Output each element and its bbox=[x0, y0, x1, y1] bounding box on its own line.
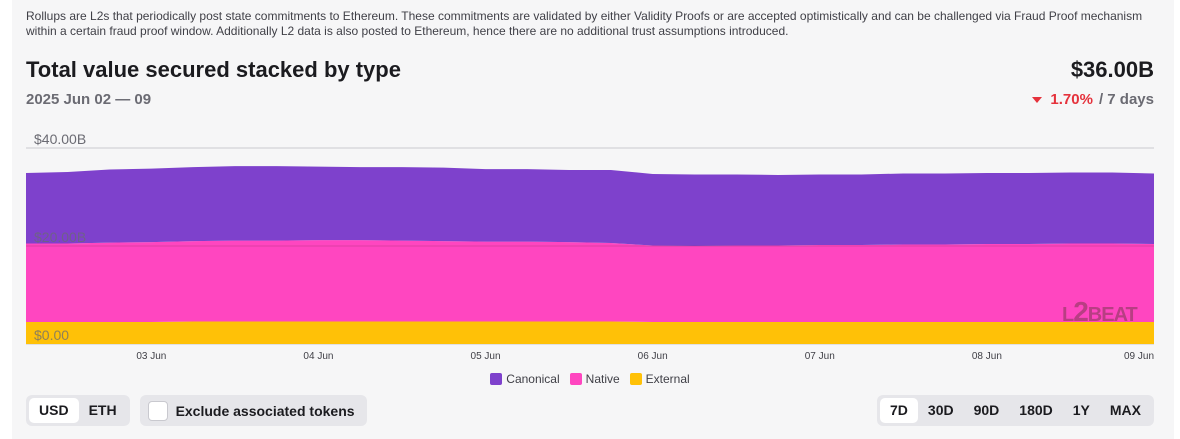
legend-item-external[interactable]: External bbox=[629, 372, 690, 386]
range-7d-button[interactable]: 7D bbox=[880, 398, 918, 423]
range-180d-button[interactable]: 180D bbox=[1019, 402, 1053, 418]
x-tick-label: 09 Jun bbox=[1124, 351, 1154, 362]
canonical-swatch bbox=[490, 373, 503, 385]
chart-options: USD ETH Exclude associated tokens bbox=[26, 395, 367, 426]
legend-label: External bbox=[645, 372, 690, 386]
y-tick-label: $20.00B bbox=[34, 229, 86, 245]
date-range: 2025 Jun 02 — 09 bbox=[26, 91, 152, 108]
y-tick-label: $0.00 bbox=[34, 327, 69, 343]
range-max-button[interactable]: MAX bbox=[1109, 402, 1141, 418]
legend-item-canonical[interactable]: Canonical bbox=[490, 372, 560, 386]
change-indicator: 1.70% / 7 days bbox=[1032, 91, 1154, 108]
currency-eth-button[interactable]: ETH bbox=[88, 402, 117, 418]
exclude-tokens-label: Exclude associated tokens bbox=[175, 402, 355, 419]
chart-legend: Canonical Native External bbox=[0, 372, 1180, 386]
rollups-description: Rollups are L2s that periodically post s… bbox=[26, 9, 1143, 38]
exclude-tokens-toggle[interactable]: Exclude associated tokens bbox=[139, 395, 367, 426]
triangle-down-icon bbox=[1032, 96, 1043, 103]
exclude-tokens-checkbox[interactable] bbox=[147, 400, 168, 421]
chart-title: Total value secured stacked by type bbox=[26, 57, 401, 82]
currency-switch: USD ETH bbox=[26, 395, 130, 426]
x-tick-label: 06 Jun bbox=[638, 351, 668, 362]
native-swatch bbox=[569, 373, 582, 385]
area-canonical[interactable] bbox=[26, 166, 1154, 246]
stacked-area-chart[interactable]: $0.00 $20.00B $40.00B 03 Jun 04 Jun 05 Jun 06… bbox=[0, 120, 1180, 370]
area-external[interactable] bbox=[26, 321, 1154, 344]
total-value: $36.00B bbox=[1070, 57, 1154, 82]
range-1y-button[interactable]: 1Y bbox=[1072, 402, 1090, 418]
range-90d-button[interactable]: 90D bbox=[973, 402, 1000, 418]
change-period: / 7 days bbox=[1098, 91, 1154, 108]
l2beat-watermark-logo: L2BEAT bbox=[1062, 296, 1138, 327]
legend-label: Canonical bbox=[506, 372, 560, 386]
x-tick-label: 03 Jun bbox=[136, 351, 166, 362]
x-tick-label: 05 Jun bbox=[471, 351, 501, 362]
range-selector: 7D 30D 90D 180D 1Y MAX bbox=[877, 395, 1154, 426]
legend-item-native[interactable]: Native bbox=[569, 372, 620, 386]
x-tick-label: 04 Jun bbox=[303, 351, 333, 362]
x-tick-label: 07 Jun bbox=[805, 351, 835, 362]
currency-usd-button[interactable]: USD bbox=[29, 398, 79, 423]
legend-label: Native bbox=[585, 372, 620, 386]
external-swatch bbox=[629, 373, 642, 385]
change-percent: 1.70% bbox=[1050, 91, 1093, 108]
range-30d-button[interactable]: 30D bbox=[927, 402, 954, 418]
area-native[interactable] bbox=[26, 240, 1154, 322]
y-tick-label: $40.00B bbox=[34, 131, 86, 147]
x-tick-label: 08 Jun bbox=[972, 351, 1002, 362]
